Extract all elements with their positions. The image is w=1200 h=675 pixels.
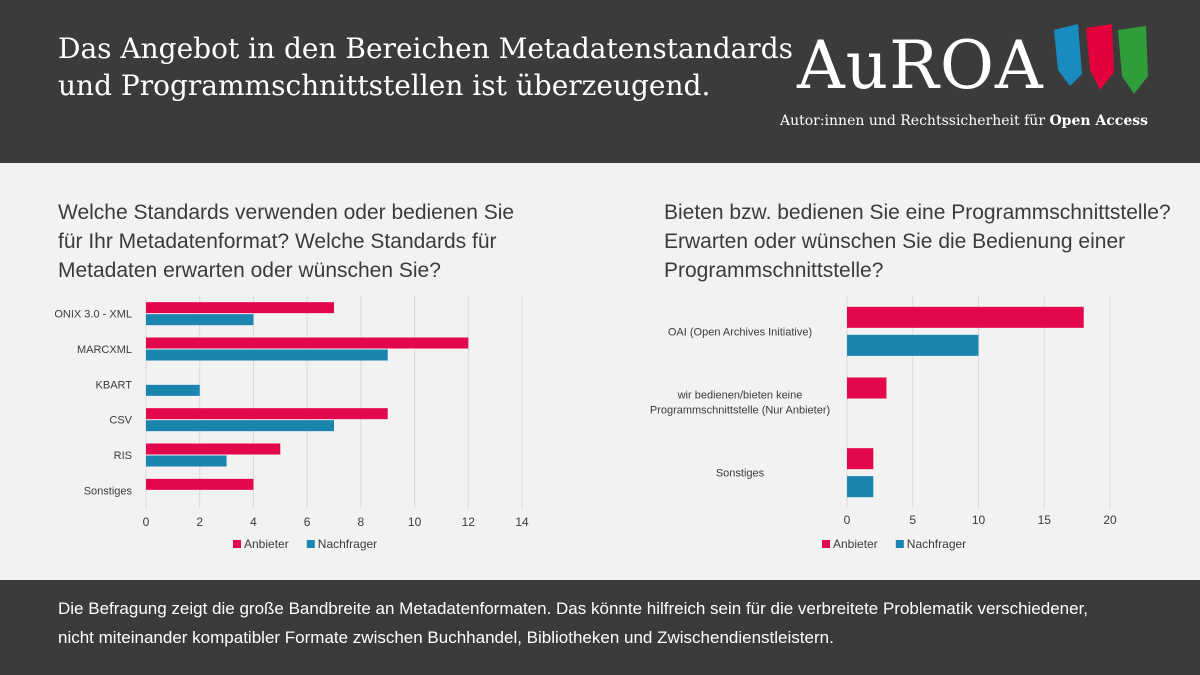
chart-2-bar-nachfrager xyxy=(847,334,979,356)
header-band xyxy=(0,0,1200,163)
chart-1-bar-anbieter xyxy=(146,443,281,455)
chart-1-category-label: CSV xyxy=(109,415,132,427)
chart-1-category-label: ONIX 3.0 - XML xyxy=(54,309,132,321)
chart-1-legend-label-anbieter: Anbieter xyxy=(244,537,289,551)
chart-2-x-tick-label: 10 xyxy=(972,513,986,527)
chart-2-category-label: OAI (Open Archives Initiative) xyxy=(668,326,812,338)
chart-1-legend-swatch-anbieter xyxy=(233,540,241,548)
chart-1-bar-nachfrager xyxy=(146,455,227,467)
chart-1-bar-nachfrager xyxy=(146,349,388,361)
chart-2-x-tick-label: 0 xyxy=(844,513,851,527)
logo-wordmark: AuROA xyxy=(797,27,1044,104)
chart-1-bar-anbieter xyxy=(146,408,388,420)
chart-1-bar-anbieter xyxy=(146,337,469,349)
logo-stripe-blue xyxy=(1054,24,1082,86)
chart-2-category-label: Sonstiges xyxy=(716,468,765,480)
left-question: Welche Standards verwenden oder bedienen… xyxy=(58,198,514,285)
chart-2-category-label: Programmschnittstelle (Nur Anbieter) xyxy=(650,405,830,417)
page-title-line-1: Das Angebot in den Bereichen Metadatenst… xyxy=(58,32,793,65)
footer-line-2: nicht miteinander kompatibler Formate zw… xyxy=(58,628,834,647)
logo-stripe-red xyxy=(1086,24,1114,90)
chart-2-legend-label-nachfrager: Nachfrager xyxy=(907,537,966,551)
chart-1-bar-nachfrager xyxy=(146,384,200,396)
logo-stripe-green xyxy=(1118,26,1148,94)
chart-2-bar-anbieter xyxy=(847,448,874,470)
chart-2-x-tick-label: 15 xyxy=(1038,513,1052,527)
chart-1-bar-anbieter xyxy=(146,302,334,314)
chart-2-x-tick-label: 5 xyxy=(909,513,916,527)
chart-1-x-tick-label: 2 xyxy=(196,515,203,529)
logo-tagline-text: Autor:innen und Rechtssicherheit für xyxy=(779,113,1046,129)
chart-1-bar-anbieter xyxy=(146,478,254,490)
chart-1-x-tick-label: 6 xyxy=(304,515,311,529)
chart-1-category-label: Sonstiges xyxy=(84,485,133,497)
chart-1-x-tick-label: 12 xyxy=(462,515,476,529)
charts-canvas: 0 2 4 6 8 10 12 14 ONIX 3.0 - XML MARCXML KBART CSV… xyxy=(54,296,1117,551)
chart-1-category-label: RIS xyxy=(114,450,132,462)
left-question-line-2: für Ihr Metadatenformat? Welche Standard… xyxy=(58,230,497,253)
chart-1-legend-label-nachfrager: Nachfrager xyxy=(318,537,377,551)
footer-line-1: Die Befragung zeigt die große Bandbreite… xyxy=(58,599,1089,618)
chart-1-x-tick-label: 10 xyxy=(408,515,422,529)
logo-tagline-bold: Open Access xyxy=(1049,113,1148,129)
page-title: Das Angebot in den Bereichen Metadatenst… xyxy=(58,30,793,104)
chart-2-legend-swatch-nachfrager xyxy=(895,540,904,548)
chart-1-x-tick-label: 14 xyxy=(515,515,529,529)
chart-2-bar-nachfrager xyxy=(847,476,874,498)
chart-2-legend-swatch-anbieter xyxy=(822,540,830,548)
logo-stripes-icon xyxy=(1054,24,1148,94)
chart-2-x-tick-label: 20 xyxy=(1103,513,1117,527)
page-title-line-2: und Programmschnittstellen ist überzeuge… xyxy=(58,69,711,102)
chart-1-category-label: MARCXML xyxy=(77,344,132,356)
chart-1-x-tick-label: 0 xyxy=(143,515,150,529)
chart-1-legend-swatch-nachfrager xyxy=(306,540,315,548)
right-question-line-1: Bieten bzw. bedienen Sie eine Programmsc… xyxy=(664,201,1171,224)
chart-1-bar-nachfrager xyxy=(146,420,334,432)
logo-tagline: Autor:innen und Rechtssicherheit für Ope… xyxy=(780,113,1148,129)
chart-1-category-label: KBART xyxy=(96,379,133,391)
right-question: Bieten bzw. bedienen Sie eine Programmsc… xyxy=(664,198,1171,285)
chart-1-x-tick-label: 4 xyxy=(250,515,257,529)
footer-summary: Die Befragung zeigt die große Bandbreite… xyxy=(58,594,1168,652)
left-question-line-1: Welche Standards verwenden oder bedienen… xyxy=(58,201,515,224)
left-question-line-3: Metadaten erwarten oder wünschen Sie? xyxy=(58,259,441,282)
right-question-line-3: Programmschnittstelle? xyxy=(664,259,884,282)
right-question-line-2: Erwarten oder wünschen Sie die Bedienung… xyxy=(664,230,1126,253)
chart-1-x-tick-label: 8 xyxy=(358,515,365,529)
chart-2-legend-label-anbieter: Anbieter xyxy=(833,537,878,551)
chart-2-bar-anbieter xyxy=(847,377,887,399)
footer-band xyxy=(0,580,1200,675)
chart-2-category-label: wir bedienen/bieten keine xyxy=(677,390,803,402)
chart-2-bar-anbieter xyxy=(847,306,1084,328)
chart-1-bar-nachfrager xyxy=(146,314,254,326)
